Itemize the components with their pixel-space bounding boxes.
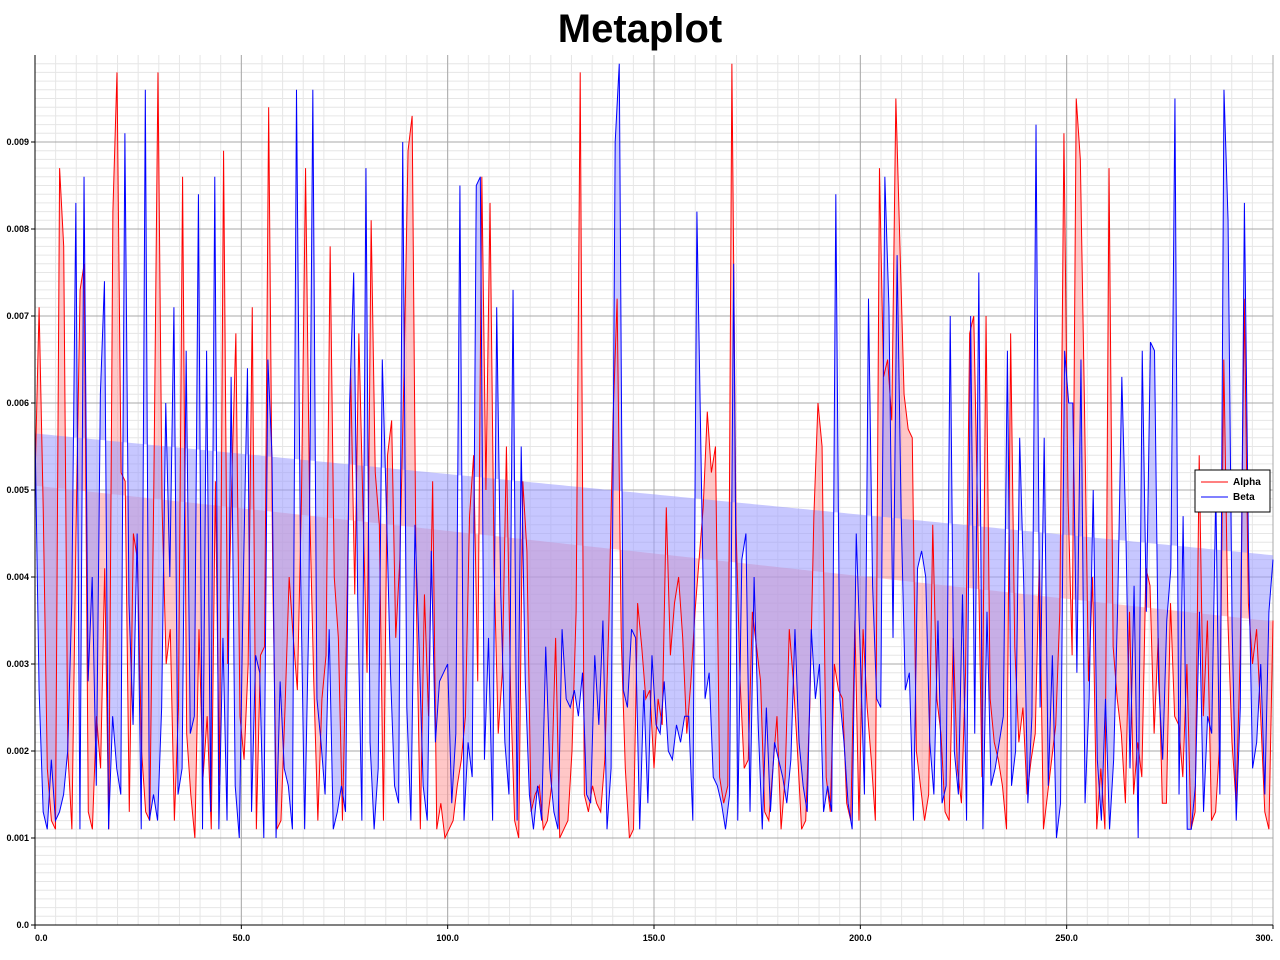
x-tick-label: 50.0 xyxy=(233,933,251,943)
y-tick-label: 0.009 xyxy=(6,137,29,147)
x-tick-label: 150.0 xyxy=(643,933,666,943)
x-tick-label: 0.0 xyxy=(35,933,48,943)
x-tick-label: 200.0 xyxy=(849,933,872,943)
legend-label-beta: Beta xyxy=(1233,492,1255,503)
series-line-beta xyxy=(34,63,1274,839)
y-tick-label: 0.005 xyxy=(6,485,29,495)
y-tick-label: 0.003 xyxy=(6,659,29,669)
x-tick-label: 300. xyxy=(1255,933,1273,943)
legend: Alpha Beta xyxy=(1194,469,1271,513)
legend-label-alpha: Alpha xyxy=(1233,477,1261,488)
y-tick-label: 0.004 xyxy=(6,572,29,582)
legend-box xyxy=(1194,469,1271,513)
y-tick-label: 0.0 xyxy=(16,920,29,930)
y-tick-label: 0.007 xyxy=(6,311,29,321)
y-tick-label: 0.006 xyxy=(6,398,29,408)
chart-title: Metaplot xyxy=(558,7,722,51)
x-ticks: 0.0 50.0 100.0 150.0 200.0 250.0 300. xyxy=(34,925,1274,943)
y-tick-label: 0.008 xyxy=(6,224,29,234)
y-ticks: 0.0 0.001 0.002 0.003 0.004 0.005 0.006 0.007 0.… xyxy=(6,137,35,930)
series-lines xyxy=(34,63,1274,840)
y-tick-label: 0.002 xyxy=(6,746,29,756)
x-tick-label: 250.0 xyxy=(1055,933,1078,943)
y-tick-label: 0.001 xyxy=(6,833,29,843)
x-tick-label: 100.0 xyxy=(436,933,459,943)
